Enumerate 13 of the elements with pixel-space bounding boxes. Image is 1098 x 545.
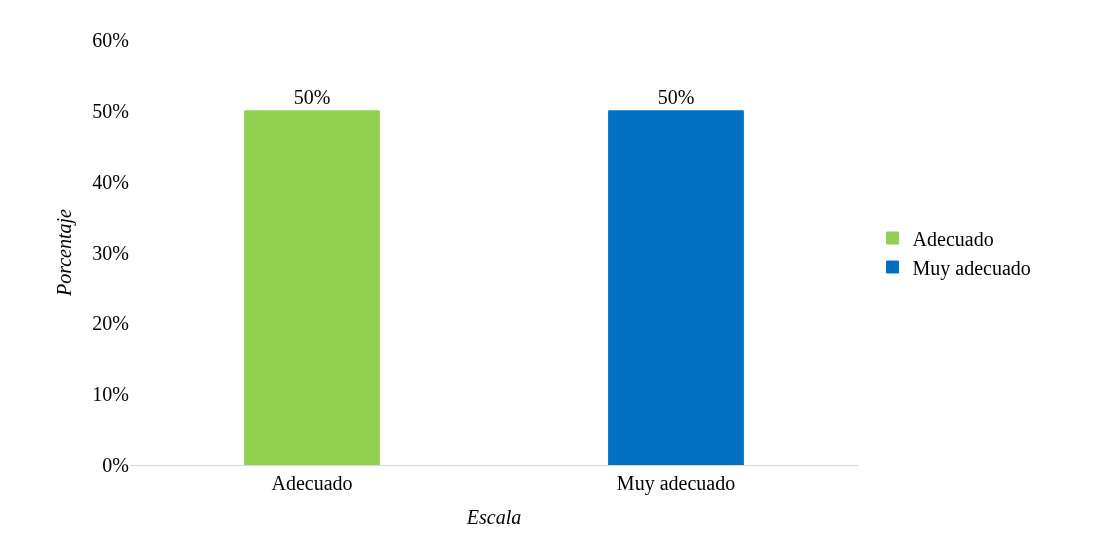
- data-label: 50%: [657, 85, 695, 108]
- y-tick-label: 10%: [92, 383, 129, 406]
- data-label: 50%: [293, 85, 331, 108]
- y-tick-label: 60%: [92, 29, 129, 51]
- y-tick-label: 20%: [92, 312, 129, 335]
- y-tick-label: 30%: [92, 241, 129, 264]
- x-axis-title: Escala: [465, 505, 522, 528]
- legend-label: Adecuado: [912, 227, 994, 250]
- y-tick-label: 50%: [92, 99, 129, 122]
- y-tick-label: 40%: [92, 170, 129, 193]
- y-axis-title: Porcentaje: [52, 208, 76, 298]
- legend-label: Muy adecuado: [912, 256, 1031, 280]
- y-tick-label: 0%: [102, 454, 129, 476]
